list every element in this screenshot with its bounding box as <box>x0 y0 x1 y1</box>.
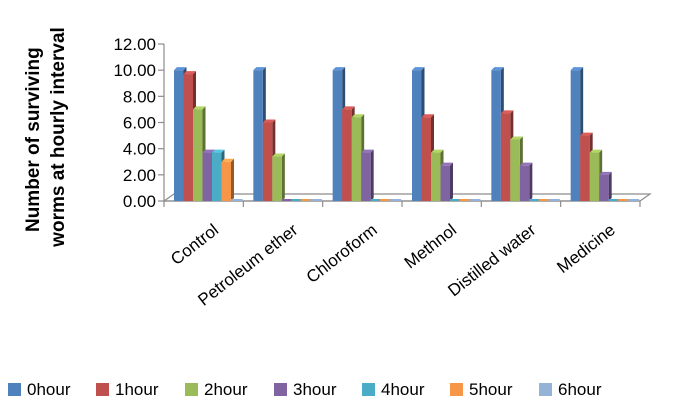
bar-face <box>580 136 590 201</box>
bar <box>231 199 243 201</box>
bar-face <box>174 70 184 201</box>
bar-face <box>222 162 232 201</box>
bar-face <box>310 199 322 201</box>
bar-side <box>371 150 374 201</box>
bar-face <box>431 153 441 201</box>
y-tick-label: 8.00 <box>123 87 156 106</box>
legend-swatch <box>539 383 552 396</box>
bar <box>310 199 322 201</box>
y-tick-label: 2.00 <box>123 166 156 185</box>
legend-item: 6hour <box>539 380 602 399</box>
bar-side <box>231 159 234 201</box>
legend-swatch <box>362 383 375 396</box>
legend-item: 2hour <box>185 380 248 399</box>
bar <box>222 159 235 201</box>
legend-swatch <box>96 383 109 396</box>
bar-face <box>253 70 262 201</box>
y-axis-label: Number of surviving worms at hourly inte… <box>23 27 69 248</box>
bar-face <box>590 153 600 201</box>
category-label: Medicine <box>553 220 618 277</box>
bar <box>441 163 454 201</box>
bar-face <box>231 199 243 201</box>
bar-face <box>548 199 560 201</box>
legend-label: 4hour <box>381 380 425 399</box>
bar-side <box>529 163 532 201</box>
bar-side <box>450 163 453 201</box>
bar-face <box>469 199 481 201</box>
bar <box>628 199 640 201</box>
bar-side <box>609 172 612 201</box>
bar <box>272 154 285 201</box>
bar-face <box>571 70 581 201</box>
bar-side <box>282 154 285 201</box>
bar <box>390 199 402 201</box>
bar-face <box>352 117 362 201</box>
y-axis-label-line-2: worms at hourly interval <box>48 27 69 248</box>
y-tick-label: 12.00 <box>113 35 156 54</box>
y-tick-label: 0.00 <box>123 192 156 211</box>
bar-face <box>203 153 213 201</box>
y-axis-label-line-1: Number of surviving <box>23 47 44 232</box>
bar-face <box>342 109 352 201</box>
legend: 0hour 1hour 2hour 3hour 4hour 5hour 6hour <box>8 380 602 399</box>
legend-swatch <box>274 383 287 396</box>
legend-item: 4hour <box>362 380 425 399</box>
bar-face <box>390 199 402 201</box>
category-label: Chloroform <box>303 220 381 287</box>
legend-label: 1hour <box>115 380 159 399</box>
bar <box>520 163 533 201</box>
legend-item: 3hour <box>274 380 337 399</box>
bar-face <box>628 199 640 201</box>
y-tick-label: 6.00 <box>123 114 156 133</box>
legend-swatch <box>450 383 463 396</box>
bar-face <box>441 166 451 201</box>
y-axis-ticks: 0.00 2.00 4.00 6.00 8.00 10.00 12.00 <box>113 35 164 211</box>
bar-face <box>422 117 432 201</box>
bar-face <box>263 123 273 202</box>
bar-face <box>491 70 501 201</box>
bar-face <box>599 175 609 201</box>
legend-label: 5hour <box>469 380 513 399</box>
bar-face <box>520 166 530 201</box>
bar-face <box>333 70 343 201</box>
bar-face <box>412 70 422 201</box>
category-label: Distilled water <box>444 220 539 300</box>
bar-face <box>510 140 520 201</box>
legend-label: 2hour <box>204 380 248 399</box>
bar-face <box>361 153 371 201</box>
bar <box>599 172 612 201</box>
legend-item: 0hour <box>8 380 71 399</box>
y-tick-label: 10.00 <box>113 61 156 80</box>
legend-item: 5hour <box>450 380 513 399</box>
legend-label: 3hour <box>293 380 337 399</box>
bar <box>548 199 560 201</box>
bar-face <box>184 74 194 201</box>
legend-label: 0hour <box>27 380 71 399</box>
category-label: Control <box>167 220 222 269</box>
y-tick-label: 4.00 <box>123 140 156 159</box>
legend-label: 6hour <box>558 380 602 399</box>
legend-item: 1hour <box>96 380 159 399</box>
bar-face <box>193 109 203 201</box>
bar-face <box>272 157 282 201</box>
category-label: Methnol <box>401 220 460 272</box>
legend-swatch <box>185 383 198 396</box>
bars <box>174 67 639 201</box>
bar <box>361 150 374 201</box>
legend-swatch <box>8 383 21 396</box>
bar-face <box>212 153 222 201</box>
bar-face <box>501 113 511 201</box>
bar <box>469 199 481 201</box>
